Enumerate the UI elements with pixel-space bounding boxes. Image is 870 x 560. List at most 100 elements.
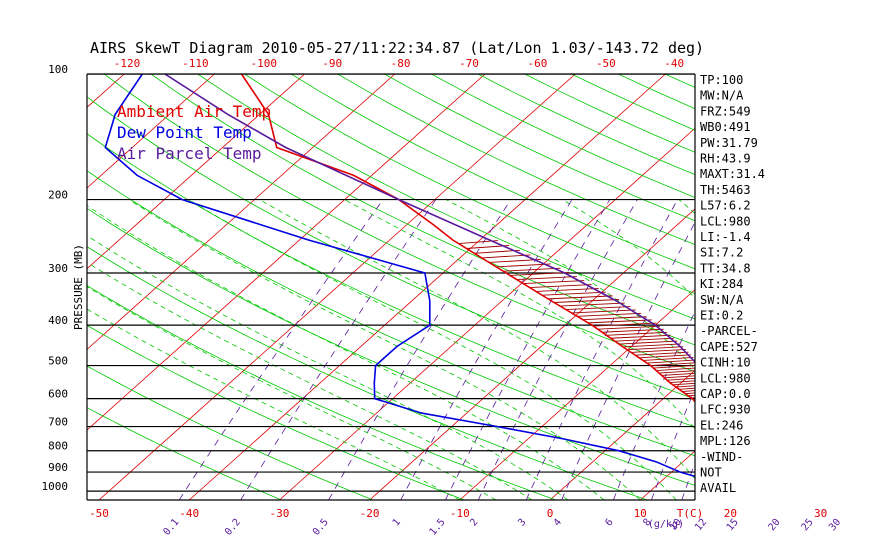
legend-item-dewpoint: Dew Point Temp: [117, 123, 252, 142]
pressure-tick-label: 600: [48, 388, 68, 401]
cape-hatch-line: [754, 448, 758, 451]
cape-hatch-line: [756, 450, 759, 453]
pressure-tick-label: 200: [48, 189, 68, 202]
moist-adiabat-line: [87, 235, 569, 500]
moist-adiabat-line: [87, 205, 605, 500]
cape-hatch-line: [760, 454, 761, 457]
cape-hatch-line: [606, 331, 668, 336]
isotherm-line: [87, 74, 125, 108]
mixing-ratio-line: [525, 199, 678, 500]
mixing-ratio-line: [814, 200, 870, 500]
legend: Ambient Air Temp Dew Point Temp Air Parc…: [117, 102, 271, 163]
dry-adiabat-line: [197, 74, 695, 320]
chart-title: AIRS SkewT Diagram 2010-05-27/11:22:34.8…: [90, 39, 704, 57]
stat-item: EI:0.2: [700, 309, 743, 323]
isotherm-line: [87, 74, 305, 270]
stat-item: LCL:980: [700, 371, 751, 385]
cape-hatch-line: [597, 325, 660, 330]
stat-item: EL:246: [700, 418, 743, 432]
cape-hatch-line: [560, 302, 625, 307]
bottom-temp-tick-label: 10: [634, 507, 647, 520]
stat-item: AVAIL: [700, 481, 736, 495]
cape-hatch-line: [577, 312, 642, 317]
stat-item: KI:284: [700, 277, 743, 291]
pressure-tick-label: 500: [48, 355, 68, 368]
cape-hatch-line: [489, 259, 541, 263]
bottom-temp-tick-label: -50: [89, 507, 109, 520]
bottom-temp-tick-label: -20: [360, 507, 380, 520]
cape-hatch-line: [656, 367, 695, 372]
bottom-temp-tick-label: -40: [179, 507, 199, 520]
parcel-temp-line: [164, 74, 695, 364]
stat-item: RH:43.9: [700, 152, 751, 166]
top-temp-tick-label: -60: [527, 57, 547, 70]
dry-adiabat-line: [524, 74, 695, 153]
isotherm-line: [87, 74, 215, 189]
cape-hatch-line: [664, 375, 695, 379]
cape-hatch-line: [523, 280, 585, 285]
dry-adiabat-line: [384, 74, 695, 222]
plot-frame: [86, 73, 696, 501]
cape-hatch-line: [593, 322, 657, 327]
isotherm-line: [87, 74, 396, 350]
mixing-ratio-line: [477, 199, 638, 500]
dry-adiabat-line: [150, 74, 695, 346]
isotherm-line: [98, 74, 576, 500]
dry-adiabat-line: [805, 74, 870, 500]
y-axis-label: PRESSURE (MB): [72, 244, 85, 330]
pressure-tick-label: 700: [48, 416, 68, 429]
temp-unit-label: T(C): [677, 507, 704, 520]
legend-item-ambient: Ambient Air Temp: [117, 102, 271, 121]
cape-hatch-line: [635, 351, 689, 356]
cape-hatch-line: [685, 392, 695, 395]
cape-hatch-line: [661, 372, 695, 376]
cape-hatch-line: [646, 359, 695, 364]
cape-hatch-line: [750, 445, 757, 448]
top-temp-tick-label: -90: [322, 57, 342, 70]
cape-hatch-line: [481, 254, 531, 259]
mixing-ratio-line: [841, 200, 870, 500]
mixing-ratio-line: [681, 461, 695, 500]
isotherm-line: [459, 289, 695, 500]
cape-hatch-line: [653, 365, 695, 369]
mixing-ratio-line: [400, 199, 573, 500]
cape-hatch-line: [669, 380, 695, 383]
stat-item: TH:5463: [700, 183, 751, 197]
dry-adiabat-line: [87, 246, 648, 500]
stat-item: MW:N/A: [700, 89, 744, 103]
dry-adiabat-line: [337, 74, 695, 245]
mixing-ratio-unit-label: (g/kg): [648, 519, 684, 530]
dry-adiabat-line: [103, 74, 695, 373]
cape-hatch-line: [496, 263, 551, 268]
dry-adiabat-line: [87, 133, 695, 428]
dry-adiabat-line: [244, 74, 695, 295]
stat-item: LI:-1.4: [700, 230, 751, 244]
cape-hatch-line: [659, 370, 695, 374]
top-temp-tick-label: -100: [251, 57, 278, 70]
cape-hatch-line: [509, 271, 570, 276]
cape-hatch-line: [752, 446, 758, 449]
dry-adiabat-line: [87, 170, 695, 457]
cape-hatch-line: [588, 319, 652, 324]
mixing-ratio-line: [780, 200, 870, 500]
top-temp-tick-label: -70: [459, 57, 479, 70]
cape-hatch-line: [610, 334, 671, 339]
isotherm-line: [821, 74, 870, 500]
cape-hatch-line: [627, 346, 684, 351]
stat-item: CAP:0.0: [700, 387, 751, 401]
dry-adiabat-line: [87, 285, 556, 500]
bottom-temp-tick-label: 20: [724, 507, 737, 520]
mixing-ratio-tick-label: 0.5: [311, 517, 331, 538]
top-temp-tick-label: -110: [182, 57, 209, 70]
bottom-temp-tick-label: 30: [814, 507, 827, 520]
mixing-ratio-line: [240, 199, 437, 500]
cape-hatch-line: [529, 284, 592, 288]
stat-item: WB0:491: [700, 120, 751, 134]
mixing-ratio-tick-label: 6: [603, 517, 615, 529]
moist-adiabat-line: [128, 199, 641, 500]
cape-hatch-line: [554, 299, 619, 303]
mixing-ratio-tick-label: 2: [468, 517, 480, 529]
dewpoint-line: [104, 74, 695, 478]
